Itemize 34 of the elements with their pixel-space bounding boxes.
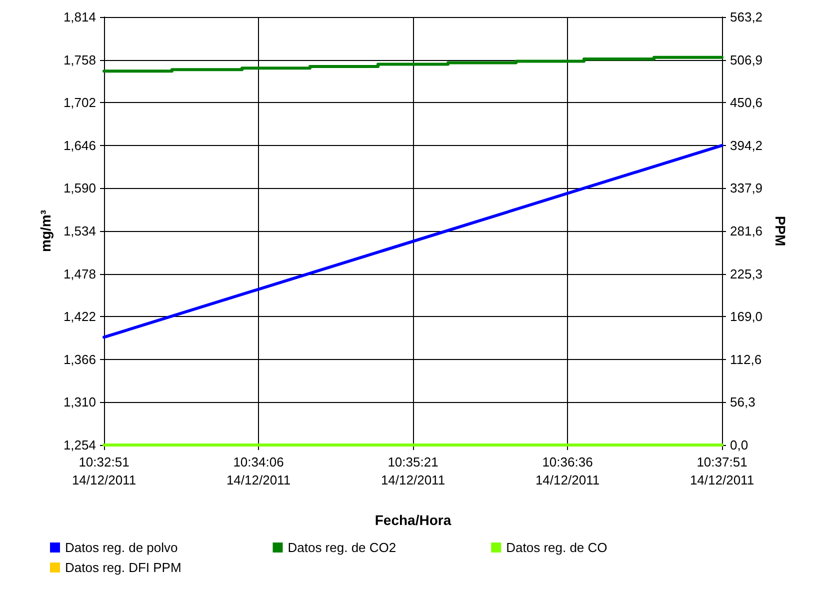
y-tick-label: 1,646 [63,138,96,153]
y2-tick-label: 450,6 [730,95,763,110]
y-tick-label: 1,590 [63,180,96,196]
y2-tick-label: 56,3 [730,394,756,410]
x-axis-title: Fecha/Hora [374,512,452,528]
y-axis-title: mg/m³ [38,210,54,252]
y2-tick-label: 506,9 [730,52,763,68]
legend-label: Datos reg. de polvo [65,540,178,555]
y-tick-label: 1,422 [63,309,96,324]
y2-tick-label: 337,9 [730,180,763,196]
y2-tick-label: 169,0 [730,309,763,324]
x-tick-label: 10:32:51 14/12/2011 [72,454,136,488]
y-tick-label: 1,534 [63,224,96,238]
y2-tick-label: 394,2 [730,138,763,153]
y-tick-label: 1,310 [63,394,96,410]
x-tick-label: 10:34:06 14/12/2011 [226,454,291,488]
legend-label: Datos reg. de CO2 [288,540,396,555]
y2-tick-label: 112,6 [730,352,762,367]
y2-tick-label: 0,0 [730,438,748,452]
legend-label: Datos reg. DFI PPM [65,560,182,575]
x-tick-label: 10:37:51 14/12/2011 [690,454,754,488]
y2-tick-label: 225,3 [730,266,763,282]
y-tick-label: 1,254 [63,438,96,452]
y2-tick-label: 563,2 [730,10,763,24]
y-tick-label: 1,366 [63,352,96,367]
x-tick-label: 10:36:36 14/12/2011 [535,454,600,488]
y-tick-label: 1,702 [63,95,96,110]
y2-axis-title: PPM [772,216,788,246]
y-tick-label: 1,478 [63,266,96,282]
y2-tick-label: 281,6 [730,224,763,238]
x-tick-label: 10:35:21 14/12/2011 [380,454,446,488]
y-tick-label: 1,814 [63,10,96,24]
legend-label: Datos reg. de CO [506,540,608,555]
y-tick-label: 1,758 [63,52,96,68]
